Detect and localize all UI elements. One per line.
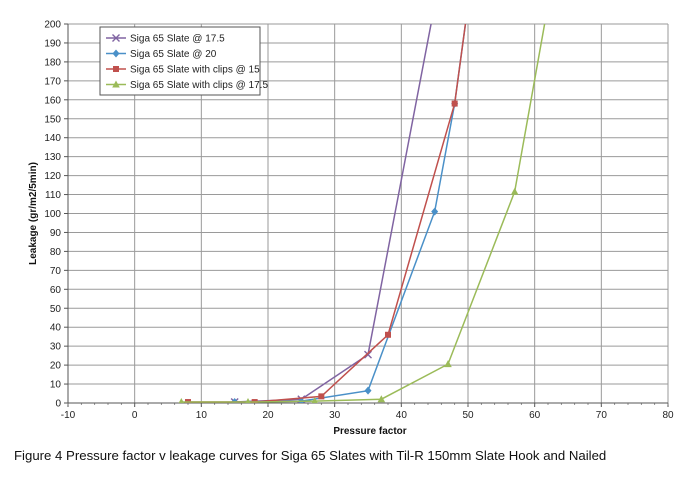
legend-label: Siga 65 Slate with clips @ 15	[130, 65, 260, 76]
data-marker	[112, 34, 120, 42]
y-tick-label: 110	[45, 190, 61, 201]
y-tick-label: 160	[44, 95, 61, 106]
y-tick-label: 120	[44, 171, 61, 182]
y-tick-label: 130	[44, 152, 61, 163]
data-marker	[385, 331, 391, 338]
y-tick-label: 40	[50, 323, 62, 334]
legend-label: Siga 65 Slate with clips @ 17.5	[130, 80, 268, 91]
data-marker	[112, 80, 120, 88]
x-tick-label: -10	[61, 410, 76, 421]
x-tick-label: 50	[462, 410, 474, 421]
y-tick-label: 10	[50, 380, 62, 391]
y-tick-label: 140	[44, 133, 61, 144]
x-tick-label: 10	[196, 410, 208, 421]
y-tick-label: 0	[55, 399, 61, 410]
data-marker	[112, 49, 120, 58]
y-tick-label: 100	[44, 209, 61, 220]
y-tick-label: 180	[44, 57, 61, 68]
series-4	[178, 24, 546, 403]
y-tick-label: 90	[50, 228, 62, 239]
data-marker	[510, 187, 519, 195]
y-tick-label: 80	[50, 247, 62, 258]
x-tick-label: 40	[396, 410, 408, 421]
x-tick-label: 30	[329, 410, 341, 421]
legend: Siga 65 Slate @ 17.5 Siga 65 Slate @ 20 Si…	[99, 26, 268, 96]
legend-label: Siga 65 Slate @ 20	[130, 49, 217, 60]
data-marker	[377, 395, 386, 403]
y-tick-label: 190	[44, 38, 61, 49]
y-tick-label: 70	[50, 266, 62, 277]
x-axis-title: Pressure factor	[333, 426, 406, 437]
axes	[64, 23, 669, 407]
y-tick-label: 150	[44, 114, 61, 125]
data-marker	[311, 397, 318, 403]
x-tick-label: 20	[262, 410, 274, 421]
x-tick-label: 60	[529, 410, 541, 421]
legend-item: Siga 65 Slate with clips @ 15	[106, 65, 260, 76]
data-marker	[364, 350, 372, 359]
data-marker	[245, 398, 251, 403]
figure-caption: Figure 4 Pressure factor v leakage curve…	[14, 448, 607, 463]
data-marker	[364, 386, 372, 395]
legend-item: Siga 65 Slate @ 20	[106, 49, 217, 60]
y-axis-title: Leakage (gr/m2/5min)	[28, 162, 39, 265]
x-tick-label: 0	[132, 410, 138, 421]
legend-label: Siga 65 Slate @ 17.5	[130, 34, 225, 45]
data-series	[178, 24, 546, 403]
y-tick-label: 50	[50, 304, 62, 315]
leakage-chart: -10 0 10 20 30 40 50 60 70 8001020304050607080901…	[28, 19, 674, 437]
x-tick-label: 80	[662, 410, 674, 421]
data-marker	[318, 393, 325, 400]
legend-box	[99, 26, 261, 96]
data-marker	[185, 399, 191, 403]
data-marker	[251, 399, 258, 403]
data-marker	[431, 207, 439, 216]
data-marker	[113, 66, 119, 72]
legend-item: Siga 65 Slate @ 17.5	[106, 34, 225, 45]
y-tick-label: 60	[50, 285, 62, 296]
tick-labels: -10 0 10 20 30 40 50 60 70 8001020304050607080901…	[44, 20, 674, 422]
legend-item: Siga 65 Slate with clips @ 17.5	[106, 80, 268, 91]
y-tick-label: 20	[50, 361, 62, 372]
y-tick-label: 170	[44, 76, 61, 87]
data-marker	[451, 100, 458, 107]
data-marker	[444, 360, 452, 368]
y-tick-label: 30	[50, 342, 62, 353]
data-marker	[178, 398, 185, 403]
y-tick-label: 200	[44, 20, 61, 31]
x-tick-label: 70	[596, 410, 608, 421]
